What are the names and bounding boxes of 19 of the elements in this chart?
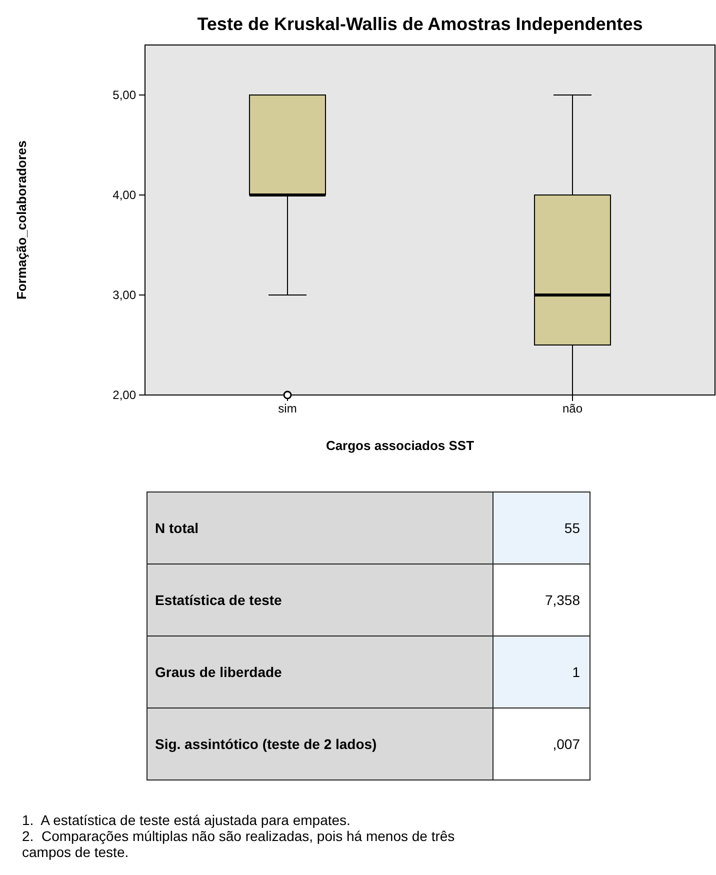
y-tick-label: 4,00 [112, 188, 136, 202]
text: 2. Comparações múltiplas não são realizadas, pois há menos de três campos de teste. [22, 828, 455, 860]
y-tick-label: 5,00 [112, 88, 136, 102]
text: 1. A estatística de teste está ajustada para empates. [22, 812, 350, 828]
x-tick-label: sim [278, 402, 297, 416]
text: 1 [572, 664, 580, 680]
text: 7,358 [544, 592, 580, 608]
x-axis-title: Cargos associados SST [326, 438, 474, 453]
category-label: Graus de liberdade [155, 664, 282, 680]
text: 55 [564, 520, 580, 536]
category-label: Sig. assintótico (teste de 2 lados) [155, 736, 377, 752]
text: ,007 [552, 736, 580, 752]
y-tick-label: 2,00 [112, 388, 136, 402]
y-tick-label: 3,00 [112, 288, 136, 302]
category-label: Estatística de teste [155, 592, 282, 608]
category-label: N total [155, 520, 199, 536]
y-axis-title: Formação_colaboradores [14, 140, 29, 300]
x-tick-label: não [562, 402, 583, 416]
chart-title: Teste de Kruskal-Wallis de Amostras Independentes [197, 14, 643, 34]
